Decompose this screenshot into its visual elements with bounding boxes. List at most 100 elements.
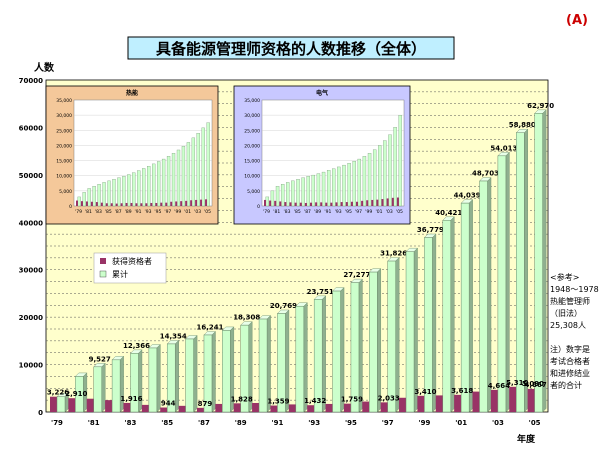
inset-bar-qualified [304,202,307,206]
x-tick-label: '89 [235,419,247,427]
bar-cumulative-side [505,151,510,413]
x-tick-label: '95 [345,419,357,427]
page-title: 具备能源管理师资格的人数推移（全体） [156,40,426,58]
bar-qualified [178,405,186,412]
inset-bar-qualified [76,200,78,206]
inset-bar-qualified [315,202,318,206]
bar-cumulative [479,180,488,413]
inset-bar-cumulative [398,114,402,207]
bar-qualified [50,396,57,412]
inset-bar-qualified [130,202,133,206]
x-tick-label: '97 [382,419,394,427]
inset-y-tick-label: 0 [69,204,72,210]
inset-bar-cumulative [321,171,326,207]
inset-bar-cumulative [342,164,346,207]
bar-cumulative [332,290,341,413]
cumulative-value-label: 14,354 [160,332,187,340]
inset-bar-cumulative [388,134,392,207]
qualified-extra-label: 5,090 [522,380,544,388]
inset-title: 热能 [126,89,138,97]
inset-bar-qualified [284,202,287,206]
bar-cumulative [277,313,286,413]
inset-bar-qualified [269,200,272,206]
inset-x-tick-label: '89 [125,209,132,215]
x-tick-label: '91 [271,419,283,427]
inset-bar-cumulative [326,170,331,207]
inset-bar-cumulative [132,172,136,207]
inset-y-tick-label: 5,000 [59,189,72,195]
bar-cumulative-side [377,268,381,413]
inset-x-tick-label: '05 [396,209,403,215]
bar-qualified [490,389,498,412]
inset-bar-qualified [386,198,389,206]
inset-bar-qualified [335,202,338,206]
inset-bar-qualified [396,197,399,206]
inset-x-tick-label: '99 [365,209,372,215]
cumulative-value-label: 36,779 [417,226,444,234]
cumulative-value-label: 31,826 [380,250,407,258]
inset-bar-qualified [150,202,153,206]
inset-bar-qualified [85,201,88,206]
bar-cumulative-side [358,278,363,413]
inset-bar-cumulative [181,146,186,207]
inset-y-tick-label: 10,000 [56,174,72,180]
note-ref-line: （旧法） [550,308,582,318]
inset-y-tick-label: 30,000 [56,113,72,119]
note-footnote-line: 者的合计 [550,380,582,390]
inset-bar-cumulative [296,179,300,207]
inset-bar-qualified [110,203,113,206]
inset-bar-cumulative [161,158,166,207]
inset-x-tick-label: '81 [85,209,92,215]
bar-cumulative-side [450,216,455,413]
bar-cumulative [130,353,139,413]
x-axis-unit-label: 年度 [517,433,536,445]
bar-cumulative [185,338,194,413]
bar-qualified [343,403,351,412]
bar-qualified [68,398,76,412]
x-tick-label: '99 [418,419,430,427]
bar-cumulative [75,376,84,413]
y-axis-label: 人数 [34,61,55,74]
qualified-value-label: 1,432 [304,397,326,405]
qualified-value-label: 1,916 [120,395,142,403]
inset-bar-qualified [264,199,267,206]
inset-y-tick-label: 20,000 [56,143,72,149]
bar-cumulative [534,113,543,413]
bar-cumulative-side [119,355,124,413]
bar-cumulative [460,202,470,413]
inset-bar-cumulative [280,184,285,207]
inset-bar-cumulative [142,168,146,207]
cumulative-value-label: 20,769 [270,302,297,310]
inset-bar-cumulative [372,149,377,207]
qualified-value-label: 5,310 [506,379,528,387]
cumulative-value-label: 40,421 [435,209,462,217]
bar-qualified [86,398,94,412]
inset-x-tick-label: '91 [324,209,331,215]
inset-bar-cumulative [311,174,316,207]
bar-qualified [196,407,204,412]
inset-y-tick-label: 0 [257,204,260,210]
inset-x-tick-label: '01 [184,209,191,215]
bar-qualified [527,388,535,412]
inset-bar-qualified [180,201,183,206]
inset-y-tick-label: 35,000 [244,98,260,104]
inset-x-tick-label: '87 [115,209,122,215]
cumulative-value-label: 48,703 [472,170,499,178]
inset-bar-cumulative [147,166,151,207]
qualified-value-label: 3,618 [451,387,473,395]
inset-bar-qualified [330,202,333,206]
inset-bar-qualified [115,203,118,206]
bar-cumulative [111,359,121,413]
bar-qualified [141,404,149,412]
note-ref-line: 25,308人 [550,321,586,330]
inset-bar-qualified [299,202,302,206]
inset-bar-cumulative [117,177,121,207]
bar-qualified [509,386,517,412]
inset-bar-cumulative [191,137,196,207]
inset-bar-cumulative [127,174,131,207]
cumulative-value-label: 18,308 [233,314,260,322]
inset-bar-cumulative [301,177,305,207]
bar-cumulative [258,318,268,413]
inset-bar-qualified [279,201,282,206]
inset-y-tick-label: 25,000 [56,128,72,134]
